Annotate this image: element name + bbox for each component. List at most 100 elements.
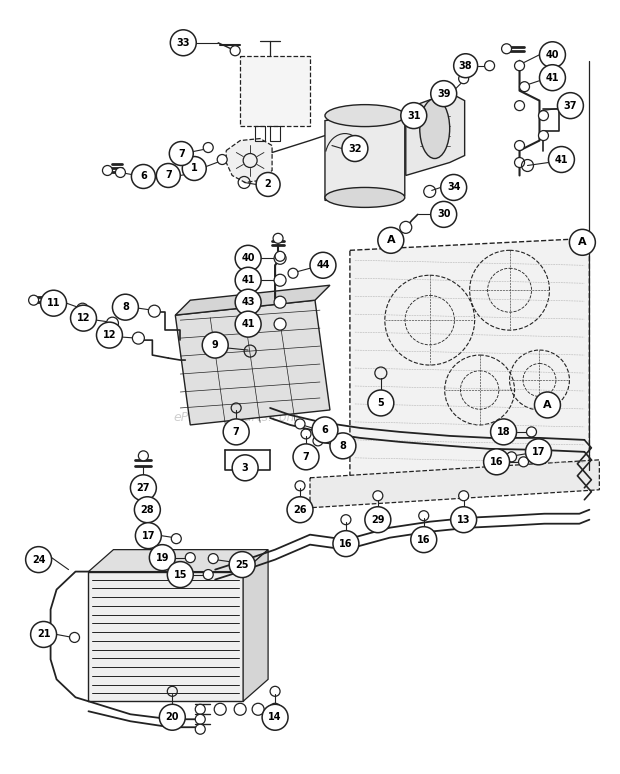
Text: 40: 40 [546,50,559,60]
Circle shape [485,60,495,70]
Circle shape [25,546,51,573]
Text: 20: 20 [166,712,179,722]
Circle shape [149,545,175,570]
Circle shape [203,142,213,152]
Circle shape [431,80,457,107]
Circle shape [112,294,138,320]
Text: 12: 12 [103,330,116,340]
Text: 44: 44 [316,260,330,270]
Text: A: A [578,238,587,248]
Text: 16: 16 [339,539,353,549]
Circle shape [368,390,394,416]
Circle shape [191,167,202,177]
Text: 16: 16 [490,457,503,467]
Text: 7: 7 [165,170,172,180]
Circle shape [235,245,261,271]
Polygon shape [350,238,590,480]
Circle shape [148,305,161,317]
Text: 32: 32 [348,143,361,153]
Circle shape [310,252,336,278]
Text: 8: 8 [122,302,129,312]
Circle shape [215,704,226,715]
Circle shape [534,392,560,418]
Circle shape [115,167,125,177]
Circle shape [333,531,359,557]
Circle shape [274,296,286,308]
Circle shape [69,632,79,642]
Circle shape [235,289,261,315]
Circle shape [135,522,161,549]
Circle shape [490,419,516,445]
Text: 7: 7 [232,427,239,437]
Circle shape [342,135,368,162]
Text: 29: 29 [371,515,384,525]
Polygon shape [325,111,405,200]
Text: 39: 39 [437,89,451,98]
Circle shape [330,433,356,459]
Ellipse shape [325,187,405,207]
Circle shape [373,491,383,501]
Circle shape [295,419,305,429]
Circle shape [520,82,529,91]
Circle shape [97,322,122,348]
Text: 30: 30 [437,210,451,219]
Circle shape [159,704,185,730]
Circle shape [223,419,249,445]
Text: 41: 41 [546,73,559,83]
Circle shape [262,704,288,730]
Circle shape [515,101,525,111]
Circle shape [252,704,264,715]
Ellipse shape [325,104,405,127]
Circle shape [526,439,551,465]
Text: 38: 38 [459,60,472,70]
Circle shape [274,274,286,286]
Circle shape [539,131,549,141]
Circle shape [102,166,112,176]
Circle shape [451,507,477,533]
Circle shape [515,60,525,70]
Circle shape [273,233,283,243]
Circle shape [515,158,525,167]
Circle shape [274,318,286,330]
Circle shape [182,156,206,180]
Circle shape [195,704,205,714]
Circle shape [195,714,205,724]
Circle shape [208,553,218,563]
Circle shape [293,444,319,470]
Text: 43: 43 [241,297,255,307]
Polygon shape [89,550,268,571]
Circle shape [232,455,258,481]
Ellipse shape [420,98,449,159]
Text: 6: 6 [140,172,147,181]
Text: 27: 27 [136,483,150,493]
Polygon shape [226,139,272,183]
Circle shape [459,491,469,501]
Circle shape [235,311,261,337]
Circle shape [378,228,404,253]
Circle shape [135,497,161,522]
Circle shape [288,269,298,278]
Text: 37: 37 [564,101,577,111]
Circle shape [76,303,89,315]
Text: 9: 9 [212,340,219,350]
Text: 41: 41 [241,276,255,286]
Circle shape [431,201,457,228]
Polygon shape [175,300,330,425]
Circle shape [433,94,443,104]
Text: 19: 19 [156,553,169,563]
Text: 12: 12 [77,313,91,324]
Circle shape [539,42,565,67]
Text: 17: 17 [141,531,155,541]
Circle shape [549,146,574,173]
Circle shape [502,44,512,53]
Circle shape [234,704,246,715]
Text: 40: 40 [241,253,255,263]
Circle shape [195,724,205,735]
Circle shape [170,30,197,56]
Polygon shape [310,460,600,508]
Circle shape [185,553,195,563]
Text: 17: 17 [532,447,545,457]
Text: A: A [543,400,552,410]
Circle shape [274,252,286,264]
Circle shape [156,163,180,187]
